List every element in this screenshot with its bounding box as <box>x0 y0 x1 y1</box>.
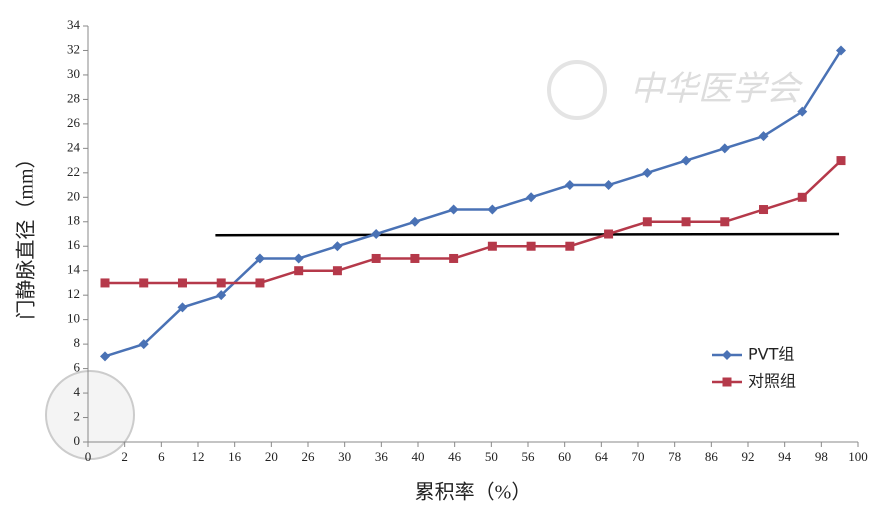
data-point <box>526 192 537 203</box>
x-tick-label: 20 <box>265 449 278 464</box>
data-point <box>797 192 807 202</box>
x-tick-label: 94 <box>778 449 792 464</box>
legend-label: 对照组 <box>748 372 796 391</box>
y-tick-label: 0 <box>74 433 81 448</box>
y-tick-label: 12 <box>67 286 80 301</box>
data-point <box>603 180 614 191</box>
data-point <box>759 205 769 215</box>
x-tick-label: 30 <box>338 449 351 464</box>
y-tick-label: 4 <box>74 384 81 399</box>
x-tick-label: 92 <box>742 449 755 464</box>
data-point <box>449 253 459 263</box>
series-line <box>104 49 843 358</box>
data-point <box>254 253 265 264</box>
y-tick-label: 34 <box>67 17 81 32</box>
x-tick-label: 36 <box>375 449 389 464</box>
x-axis-label: 累积率（%） <box>415 481 532 504</box>
y-tick-label: 30 <box>67 66 80 81</box>
x-tick-label: 56 <box>522 449 536 464</box>
x-tick-label: 26 <box>302 449 316 464</box>
data-point <box>371 253 381 263</box>
data-point <box>216 290 227 301</box>
data-point <box>681 155 692 166</box>
data-point <box>448 204 459 215</box>
reference-line <box>215 232 840 237</box>
x-tick-label: 78 <box>668 449 681 464</box>
data-point <box>332 241 343 252</box>
x-tick-label: 100 <box>848 449 868 464</box>
data-point <box>371 229 382 239</box>
data-point <box>100 351 110 362</box>
y-tick-label: 16 <box>67 237 81 252</box>
x-tick-label: 50 <box>485 449 498 464</box>
data-point <box>526 241 536 251</box>
data-point <box>410 253 420 263</box>
x-tick-label: 60 <box>558 449 571 464</box>
x-tick-label: 46 <box>448 449 462 464</box>
data-point <box>642 217 652 227</box>
series-line <box>105 159 842 285</box>
data-point <box>177 278 187 288</box>
data-point <box>100 278 110 288</box>
watermark: 中华医学会 <box>630 71 804 108</box>
y-tick-label: 32 <box>67 41 80 56</box>
data-point <box>565 241 575 251</box>
x-tick-label: 6 <box>158 449 165 464</box>
x-tick-label: 40 <box>412 449 425 464</box>
y-tick-label: 26 <box>67 115 81 130</box>
y-tick-label: 2 <box>74 409 81 424</box>
data-point <box>139 278 149 288</box>
y-tick-label: 14 <box>67 262 81 277</box>
y-tick-label: 20 <box>67 188 80 203</box>
data-point <box>293 253 304 264</box>
data-point <box>177 302 188 313</box>
data-point <box>216 278 226 288</box>
data-point <box>564 180 575 191</box>
x-tick-label: 0 <box>85 449 92 464</box>
data-point <box>720 217 730 227</box>
data-point <box>681 217 691 227</box>
x-tick-label: 12 <box>192 449 205 464</box>
data-point <box>294 266 304 276</box>
data-point <box>797 106 808 117</box>
data-point <box>332 266 342 276</box>
legend-marker <box>722 350 732 360</box>
x-tick-label: 64 <box>595 449 609 464</box>
y-tick-label: 8 <box>74 335 81 350</box>
data-point <box>604 229 614 239</box>
x-tick-label: 70 <box>632 449 645 464</box>
data-point <box>255 278 265 288</box>
x-tick-label: 86 <box>705 449 719 464</box>
data-point <box>719 143 730 154</box>
data-point <box>409 216 420 227</box>
data-point <box>836 45 846 56</box>
y-tick-label: 24 <box>67 139 81 154</box>
x-tick-label: 2 <box>121 449 128 464</box>
data-point <box>138 339 149 350</box>
data-point <box>642 167 653 178</box>
x-tick-label: 16 <box>228 449 242 464</box>
y-tick-label: 6 <box>74 360 81 375</box>
y-tick-label: 22 <box>67 164 80 179</box>
legend-label: PVT组 <box>748 345 794 364</box>
y-tick-label: 18 <box>67 213 80 228</box>
legend-marker <box>722 377 732 387</box>
data-point <box>487 204 498 215</box>
x-tick-label: 98 <box>815 449 828 464</box>
y-tick-label: 10 <box>67 311 80 326</box>
data-point <box>487 241 497 251</box>
y-tick-label: 28 <box>67 90 80 105</box>
y-axis-label: 门静脉直径（mm） <box>15 148 38 319</box>
data-point <box>758 131 769 142</box>
watermark-logo <box>547 60 607 120</box>
data-point <box>836 156 846 166</box>
watermark-badge <box>45 370 135 460</box>
